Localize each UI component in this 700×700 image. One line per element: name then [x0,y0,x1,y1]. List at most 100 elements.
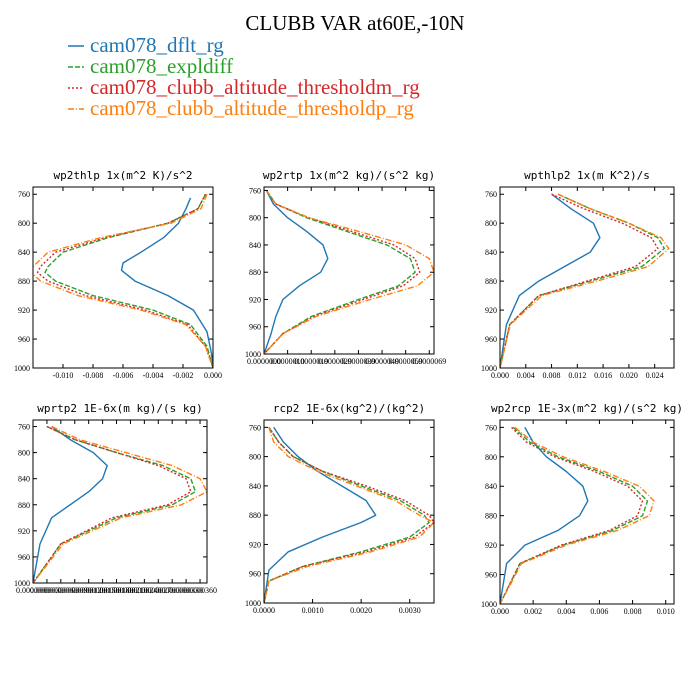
y-tick-label: 1000 [245,350,261,359]
plot-frame [499,419,675,605]
x-tick-label: 0.0000010 [271,357,305,366]
x-tick-label: 0.0000 [253,606,275,615]
y-tick-label: 880 [249,268,261,277]
series-line-3 [500,426,644,604]
x-tick-label: 0.0000069 [412,357,446,366]
panel-5: rcp2 1E-6x(kg^2)/(kg^2) 760 800 840 880 920 96… [245,402,435,615]
y-tick-label: 760 [18,190,30,199]
y-tick-label: 800 [485,453,497,462]
panel-title: wp2rtp 1x(m^2 kg)/(s^2 kg) [263,169,435,182]
x-tick-label: 0.008 [543,371,561,380]
y-tick-label: 960 [485,571,497,580]
y-tick-label: 1000 [14,364,30,373]
series-line-3 [36,193,213,368]
x-tick-label: -0.002 [173,371,194,380]
series-group [33,193,213,368]
panel-3: wpthlp2 1x(m K^2)/s 760 800 840 880 920 960 100… [481,169,675,380]
x-tick-label: 0.004 [517,371,535,380]
series-group [33,425,207,583]
y-tick-label: 840 [18,475,30,484]
legend-label: cam078_dflt_rg [90,33,224,57]
x-tick-label: 0.020 [620,371,638,380]
x-tick-label: 0.000 [491,607,509,616]
x-tick-label: -0.004 [143,371,164,380]
y-tick-label: 840 [18,248,30,257]
x-tick-label: -0.006 [113,371,134,380]
y-tick-label: 1000 [245,599,261,608]
legend-label: cam078_clubb_altitude_thresholdp_rg [90,96,414,120]
series-line-1 [33,425,108,583]
series-line-4 [500,193,670,368]
legend-entry: cam078_expldiff [68,54,233,78]
x-tick-label: 0.0000049 [365,357,399,366]
y-tick-label: 960 [249,570,261,579]
y-tick-label: 880 [249,511,261,520]
y-tick-label: 880 [18,501,30,510]
series-line-4 [33,425,207,583]
panel-title: wp2rcp 1E-3x(m^2 kg)/(s^2 kg) [491,402,683,415]
x-tick-label: 0.0020 [350,606,372,615]
legend-entry: cam078_dflt_rg [68,33,224,57]
panel-6: wp2rcp 1E-3x(m^2 kg)/(s^2 kg) 760 800 840 88… [481,402,683,616]
x-tick-label: 0.0000060 [44,586,78,595]
y-tick-label: 960 [18,553,30,562]
panel-4: wprtp2 1E-6x(m kg)/(s kg) 760 800 840 880 920… [14,402,217,595]
y-tick-label: 760 [485,190,497,199]
y-tick-label: 760 [18,423,30,432]
y-tick-label: 760 [485,423,497,432]
x-tick-label: 0.0000210 [113,586,147,595]
series-line-1 [264,190,329,354]
x-tick-label: 0.010 [657,607,675,616]
x-tick-label: 0.0000000 [16,586,50,595]
x-tick-label: 0.000 [204,371,222,380]
panel-1: wp2thlp 1x(m^2 K)/s^2 760 800 840 880 920 960 1… [14,169,222,380]
y-tick-label: 800 [249,214,261,223]
x-tick-label: 0.0000030 [30,586,64,595]
x-tick-label: 0.0000150 [86,586,120,595]
series-line-3 [264,426,434,603]
x-tick-label: 0.004 [557,607,575,616]
x-tick-label: 0.0010 [302,606,324,615]
plot-frame [32,419,208,584]
y-tick-label: 920 [485,306,497,315]
x-tick-label: 0.0000090 [58,586,92,595]
series-line-3 [33,425,192,583]
y-tick-label: 880 [18,277,30,286]
y-tick-label: 840 [485,482,497,491]
x-tick-label: 0.0000029 [318,357,352,366]
series-line-1 [500,193,601,368]
series-line-3 [500,193,659,368]
y-tick-label: 960 [249,323,261,332]
x-tick-label: 0.0000360 [183,586,217,595]
y-tick-label: 960 [18,335,30,344]
series-line-3 [264,190,421,354]
series-line-4 [33,193,213,368]
x-tick-label: 0.0000180 [100,586,134,595]
y-tick-label: 760 [249,423,261,432]
series-line-2 [44,193,213,368]
plot-frame [263,186,435,355]
y-tick-label: 1000 [14,579,30,588]
legend-entry: cam078_clubb_altitude_thresholdp_rg [68,96,414,120]
y-tick-label: 880 [485,512,497,521]
x-tick-label: 0.0000059 [389,357,423,366]
panels: wp2thlp 1x(m^2 K)/s^2 760 800 840 880 920 960 1… [14,169,683,616]
x-tick-label: 0.0000120 [72,586,106,595]
y-tick-label: 920 [249,540,261,549]
x-tick-label: 0.0000019 [294,357,328,366]
series-group [500,193,670,368]
figure-title: CLUBB VAR at60E,-10N [245,11,464,35]
panel-title: wpthlp2 1x(m K^2)/s [524,169,650,182]
series-group [264,426,434,603]
panel-title: rcp2 1E-6x(kg^2)/(kg^2) [273,402,425,415]
y-tick-label: 800 [249,453,261,462]
x-tick-label: 0.0000000 [247,357,281,366]
y-tick-label: 800 [18,219,30,228]
x-tick-label: 0.000 [491,371,509,380]
series-line-4 [264,427,434,603]
y-tick-label: 760 [249,186,261,195]
series-line-1 [264,426,377,603]
y-tick-label: 800 [18,449,30,458]
